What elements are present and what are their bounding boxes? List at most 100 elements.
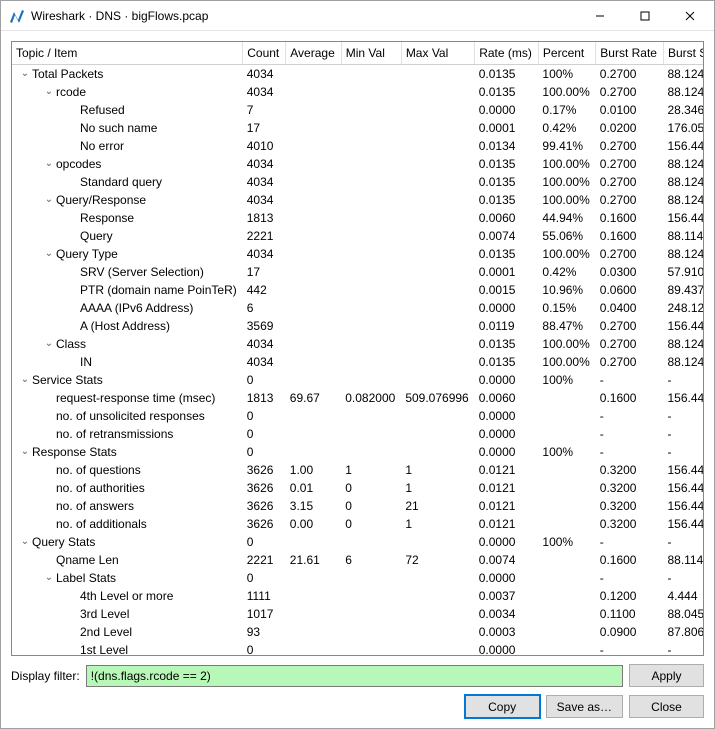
cell-avg [286, 119, 341, 137]
expand-arrow-icon[interactable]: ⌄ [42, 86, 56, 97]
header-row: Topic / Item Count Average Min Val Max V… [12, 42, 704, 65]
cell-bstart: 156.447 [663, 497, 704, 515]
cell-bstart: - [663, 443, 704, 461]
cell-avg: 1.00 [286, 461, 341, 479]
table-row[interactable]: ⌄Class40340.0135100.00%0.270088.124 [12, 335, 704, 353]
copy-button[interactable]: Copy [465, 695, 540, 718]
table-row[interactable]: ⌄rcode40340.0135100.00%0.270088.124 [12, 83, 704, 101]
table-row[interactable]: SRV (Server Selection)170.00010.42%0.030… [12, 263, 704, 281]
col-minval[interactable]: Min Val [341, 42, 401, 65]
table-row[interactable]: IN40340.0135100.00%0.270088.124 [12, 353, 704, 371]
col-percent[interactable]: Percent [538, 42, 595, 65]
row-label: Class [56, 337, 86, 351]
col-topic[interactable]: Topic / Item [12, 42, 243, 65]
expand-arrow-icon[interactable]: ⌄ [42, 248, 56, 259]
table-row[interactable]: Standard query40340.0135100.00%0.270088.… [12, 173, 704, 191]
table-row[interactable]: AAAA (IPv6 Address)60.00000.15%0.0400248… [12, 299, 704, 317]
cell-pct [538, 623, 595, 641]
cell-brate: 0.0400 [596, 299, 664, 317]
col-average[interactable]: Average [286, 42, 341, 65]
expand-arrow-icon[interactable]: ⌄ [18, 446, 32, 457]
cell-bstart: 156.447 [663, 515, 704, 533]
cell-min [341, 101, 401, 119]
stats-table-container[interactable]: Topic / Item Count Average Min Val Max V… [11, 41, 704, 656]
table-row[interactable]: ⌄Response Stats00.0000100%-- [12, 443, 704, 461]
cell-brate: 0.0300 [596, 263, 664, 281]
saveas-button[interactable]: Save as… [546, 695, 623, 718]
cell-min [341, 533, 401, 551]
table-row[interactable]: no. of additionals36260.00010.01210.3200… [12, 515, 704, 533]
table-row[interactable]: no. of answers36263.150210.01210.3200156… [12, 497, 704, 515]
table-row[interactable]: 4th Level or more11110.00370.12004.444 [12, 587, 704, 605]
table-row[interactable]: ⌄Service Stats00.0000100%-- [12, 371, 704, 389]
expand-arrow-icon[interactable]: ⌄ [18, 536, 32, 547]
table-row[interactable]: No such name170.00010.42%0.0200176.053 [12, 119, 704, 137]
expand-arrow-icon[interactable]: ⌄ [18, 374, 32, 385]
expand-arrow-icon[interactable]: ⌄ [42, 194, 56, 205]
cell-max: 1 [401, 515, 474, 533]
col-rate[interactable]: Rate (ms) [475, 42, 539, 65]
cell-avg [286, 569, 341, 587]
row-label: no. of additionals [56, 517, 147, 531]
table-row[interactable]: 2nd Level930.00030.090087.806 [12, 623, 704, 641]
cell-brate: 0.2700 [596, 335, 664, 353]
cell-count: 0 [243, 371, 286, 389]
table-row[interactable]: ⌄Label Stats00.0000-- [12, 569, 704, 587]
table-row[interactable]: Refused70.00000.17%0.010028.346 [12, 101, 704, 119]
cell-count: 0 [243, 443, 286, 461]
expand-arrow-icon[interactable]: ⌄ [42, 158, 56, 169]
col-count[interactable]: Count [243, 42, 286, 65]
row-label: no. of unsolicited responses [56, 409, 205, 423]
table-row[interactable]: ⌄Total Packets40340.0135100%0.270088.124 [12, 65, 704, 83]
table-row[interactable]: no. of authorities36260.01010.01210.3200… [12, 479, 704, 497]
cell-avg: 3.15 [286, 497, 341, 515]
cell-avg [286, 335, 341, 353]
display-filter-input[interactable] [86, 665, 623, 687]
col-burststart[interactable]: Burst Start [663, 42, 704, 65]
table-row[interactable]: Query22210.007455.06%0.160088.114 [12, 227, 704, 245]
cell-bstart: 88.124 [663, 245, 704, 263]
table-row[interactable]: A (Host Address)35690.011988.47%0.270015… [12, 317, 704, 335]
table-row[interactable]: ⌄Query Stats00.0000100%-- [12, 533, 704, 551]
minimize-button[interactable] [577, 2, 622, 30]
cell-avg [286, 299, 341, 317]
table-row[interactable]: PTR (domain name PoinTeR)4420.001510.96%… [12, 281, 704, 299]
table-row[interactable]: no. of unsolicited responses00.0000-- [12, 407, 704, 425]
table-row[interactable]: no. of retransmissions00.0000-- [12, 425, 704, 443]
cell-count: 17 [243, 119, 286, 137]
col-maxval[interactable]: Max Val [401, 42, 474, 65]
row-label: Service Stats [32, 373, 103, 387]
table-row[interactable]: 3rd Level10170.00340.110088.045 [12, 605, 704, 623]
apply-button[interactable]: Apply [629, 664, 704, 687]
cell-avg [286, 533, 341, 551]
cell-min [341, 353, 401, 371]
cell-rate: 0.0000 [475, 443, 539, 461]
expand-arrow-icon[interactable]: ⌄ [42, 338, 56, 349]
bottom-button-row: Copy Save as… Close [11, 695, 704, 718]
table-row[interactable]: ⌄Query/Response40340.0135100.00%0.270088… [12, 191, 704, 209]
cell-max [401, 119, 474, 137]
expand-arrow-icon[interactable]: ⌄ [18, 68, 32, 79]
table-row[interactable]: No error40100.013499.41%0.2700156.447 [12, 137, 704, 155]
col-burstrate[interactable]: Burst Rate [596, 42, 664, 65]
table-row[interactable]: Qname Len222121.616720.00740.160088.114 [12, 551, 704, 569]
cell-pct [538, 641, 595, 657]
cell-max [401, 83, 474, 101]
table-row[interactable]: Response18130.006044.94%0.1600156.447 [12, 209, 704, 227]
close-button[interactable] [667, 2, 712, 30]
table-row[interactable]: ⌄opcodes40340.0135100.00%0.270088.124 [12, 155, 704, 173]
cell-pct: 100.00% [538, 155, 595, 173]
cell-max [401, 425, 474, 443]
cell-count: 3626 [243, 461, 286, 479]
table-row[interactable]: no. of questions36261.00110.01210.320015… [12, 461, 704, 479]
cell-min [341, 623, 401, 641]
table-row[interactable]: request-response time (msec)181369.670.0… [12, 389, 704, 407]
cell-rate: 0.0060 [475, 389, 539, 407]
expand-arrow-icon[interactable]: ⌄ [42, 572, 56, 583]
cell-avg [286, 443, 341, 461]
table-row[interactable]: ⌄Query Type40340.0135100.00%0.270088.124 [12, 245, 704, 263]
cell-count: 0 [243, 407, 286, 425]
close-dialog-button[interactable]: Close [629, 695, 704, 718]
table-row[interactable]: 1st Level00.0000-- [12, 641, 704, 657]
maximize-button[interactable] [622, 2, 667, 30]
